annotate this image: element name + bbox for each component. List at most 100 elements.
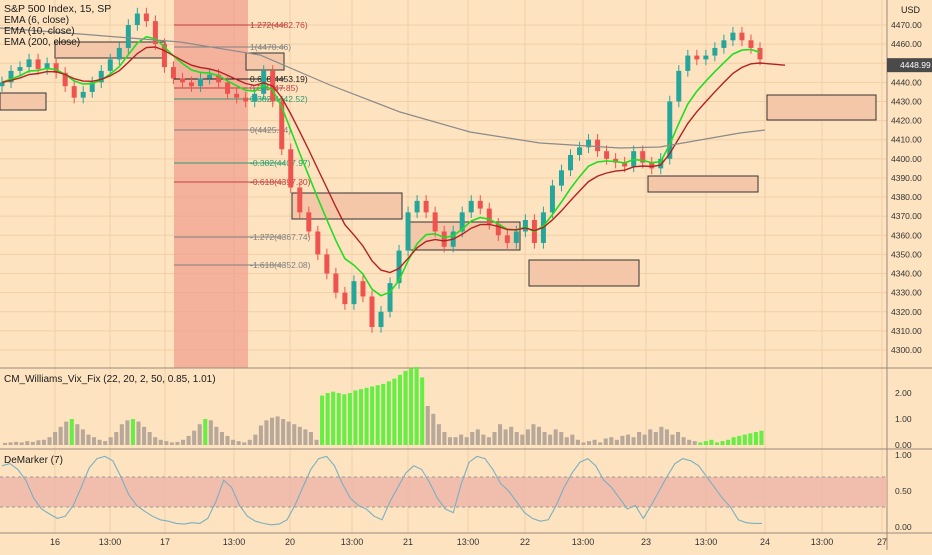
vix-bar: [737, 435, 742, 445]
candle-body: [288, 149, 294, 188]
candle-body: [225, 82, 231, 94]
vix-bar: [8, 442, 13, 445]
candle-body: [721, 40, 727, 48]
fib-level-label: -1.618(4352.08): [250, 260, 311, 270]
candle-body: [62, 72, 68, 87]
vix-bar: [447, 437, 453, 445]
vix-bar: [381, 383, 386, 445]
vix-bar: [548, 434, 553, 445]
price-tick-label: 4420.00: [891, 116, 922, 126]
price-tick-label: 4350.00: [891, 249, 922, 259]
candle-body: [71, 86, 77, 98]
vix-bar: [142, 426, 147, 445]
candle-body: [558, 170, 564, 186]
vix-bar: [320, 395, 325, 445]
vix-bar: [542, 432, 547, 445]
vix-bar: [670, 434, 675, 445]
vix-bar: [592, 439, 597, 445]
moving-averages: [0, 27, 786, 297]
vix-bar: [331, 391, 336, 445]
candle-body: [80, 91, 86, 98]
candle-body: [0, 82, 5, 87]
vix-bar: [409, 368, 414, 445]
candle-body: [568, 155, 573, 171]
candle-body: [116, 47, 122, 60]
vix-bar: [759, 430, 764, 445]
vix-bar: [575, 439, 580, 445]
time-tick-label: 24: [760, 537, 770, 547]
vix-bar: [208, 420, 213, 445]
demarker-tick-label: 0.50: [895, 486, 912, 496]
price-tick-label: 4440.00: [891, 77, 922, 87]
vix-bar: [136, 421, 141, 445]
vix-bar: [687, 439, 692, 445]
demarker-line: [1, 455, 762, 526]
candle-body: [216, 74, 222, 83]
vix-bar: [742, 434, 747, 445]
ema-10-legend: EMA (10, close): [4, 26, 75, 37]
candle-body: [125, 25, 131, 48]
candle-body: [152, 21, 158, 45]
vix-bar: [570, 434, 575, 445]
vix-bar: [731, 437, 736, 445]
vix-bar: [698, 442, 703, 445]
symbol-title: S&P 500 Index, 15, SP: [4, 3, 112, 15]
candle-body: [748, 40, 754, 48]
vix-bar: [614, 439, 619, 445]
vix-bar: [720, 441, 725, 445]
candle-body: [26, 59, 32, 68]
candle-body: [468, 200, 474, 213]
vix-bar: [30, 441, 35, 445]
vix-bar: [58, 426, 63, 445]
fib-level-label: -1.272(4367.74): [250, 232, 311, 242]
vix-bar: [386, 381, 391, 445]
candle-body: [44, 63, 50, 69]
vix-bar: [397, 374, 402, 445]
candle-body: [306, 212, 312, 232]
vix-bar: [648, 429, 653, 445]
candle-body: [495, 223, 501, 236]
vix-bar: [509, 426, 514, 445]
vix-bar: [470, 432, 475, 445]
vix-bar: [603, 438, 608, 445]
candle-body: [387, 283, 393, 312]
supply-demand-zones: [0, 41, 877, 287]
vix-bar: [281, 419, 286, 445]
candle-body: [17, 67, 23, 71]
candle-body: [360, 281, 366, 297]
time-tick-label: 13:00: [695, 537, 718, 547]
demarker-tick-label: 1.00: [895, 450, 912, 460]
vix-bar: [314, 439, 319, 445]
candle-body: [35, 59, 41, 69]
price-tick-label: 4410.00: [891, 135, 922, 145]
vix-bar: [459, 434, 464, 445]
vix-tick-label: 1.00: [895, 414, 912, 424]
candle-body: [143, 13, 149, 22]
candle-body: [53, 63, 59, 73]
candle-body: [98, 70, 104, 83]
fib-highlight-band: [174, 0, 248, 368]
vix-bar: [186, 435, 191, 445]
vix-bar: [598, 442, 603, 445]
vix-bar: [114, 432, 119, 445]
price-zone-box: [245, 52, 285, 71]
candle-body: [595, 139, 601, 152]
vix-bar: [442, 432, 447, 445]
price-tick-label: 4310.00: [891, 326, 922, 336]
time-tick-label: 21: [403, 537, 413, 547]
fib-level-label: 1.272(4482.76): [250, 20, 308, 30]
price-tick-label: 4460.00: [891, 39, 922, 49]
fib-level-label: 1(4470.46): [250, 42, 291, 52]
vix-bar: [203, 419, 208, 445]
vix-bar: [197, 424, 202, 445]
vix-bar: [436, 424, 441, 445]
vix-bar: [275, 416, 280, 445]
vix-bar: [258, 425, 263, 445]
vix-bar: [692, 441, 697, 445]
ema-10-line: [1, 46, 786, 274]
vix-bar: [64, 421, 69, 445]
vix-bar: [25, 441, 30, 445]
candle-body: [324, 254, 330, 274]
